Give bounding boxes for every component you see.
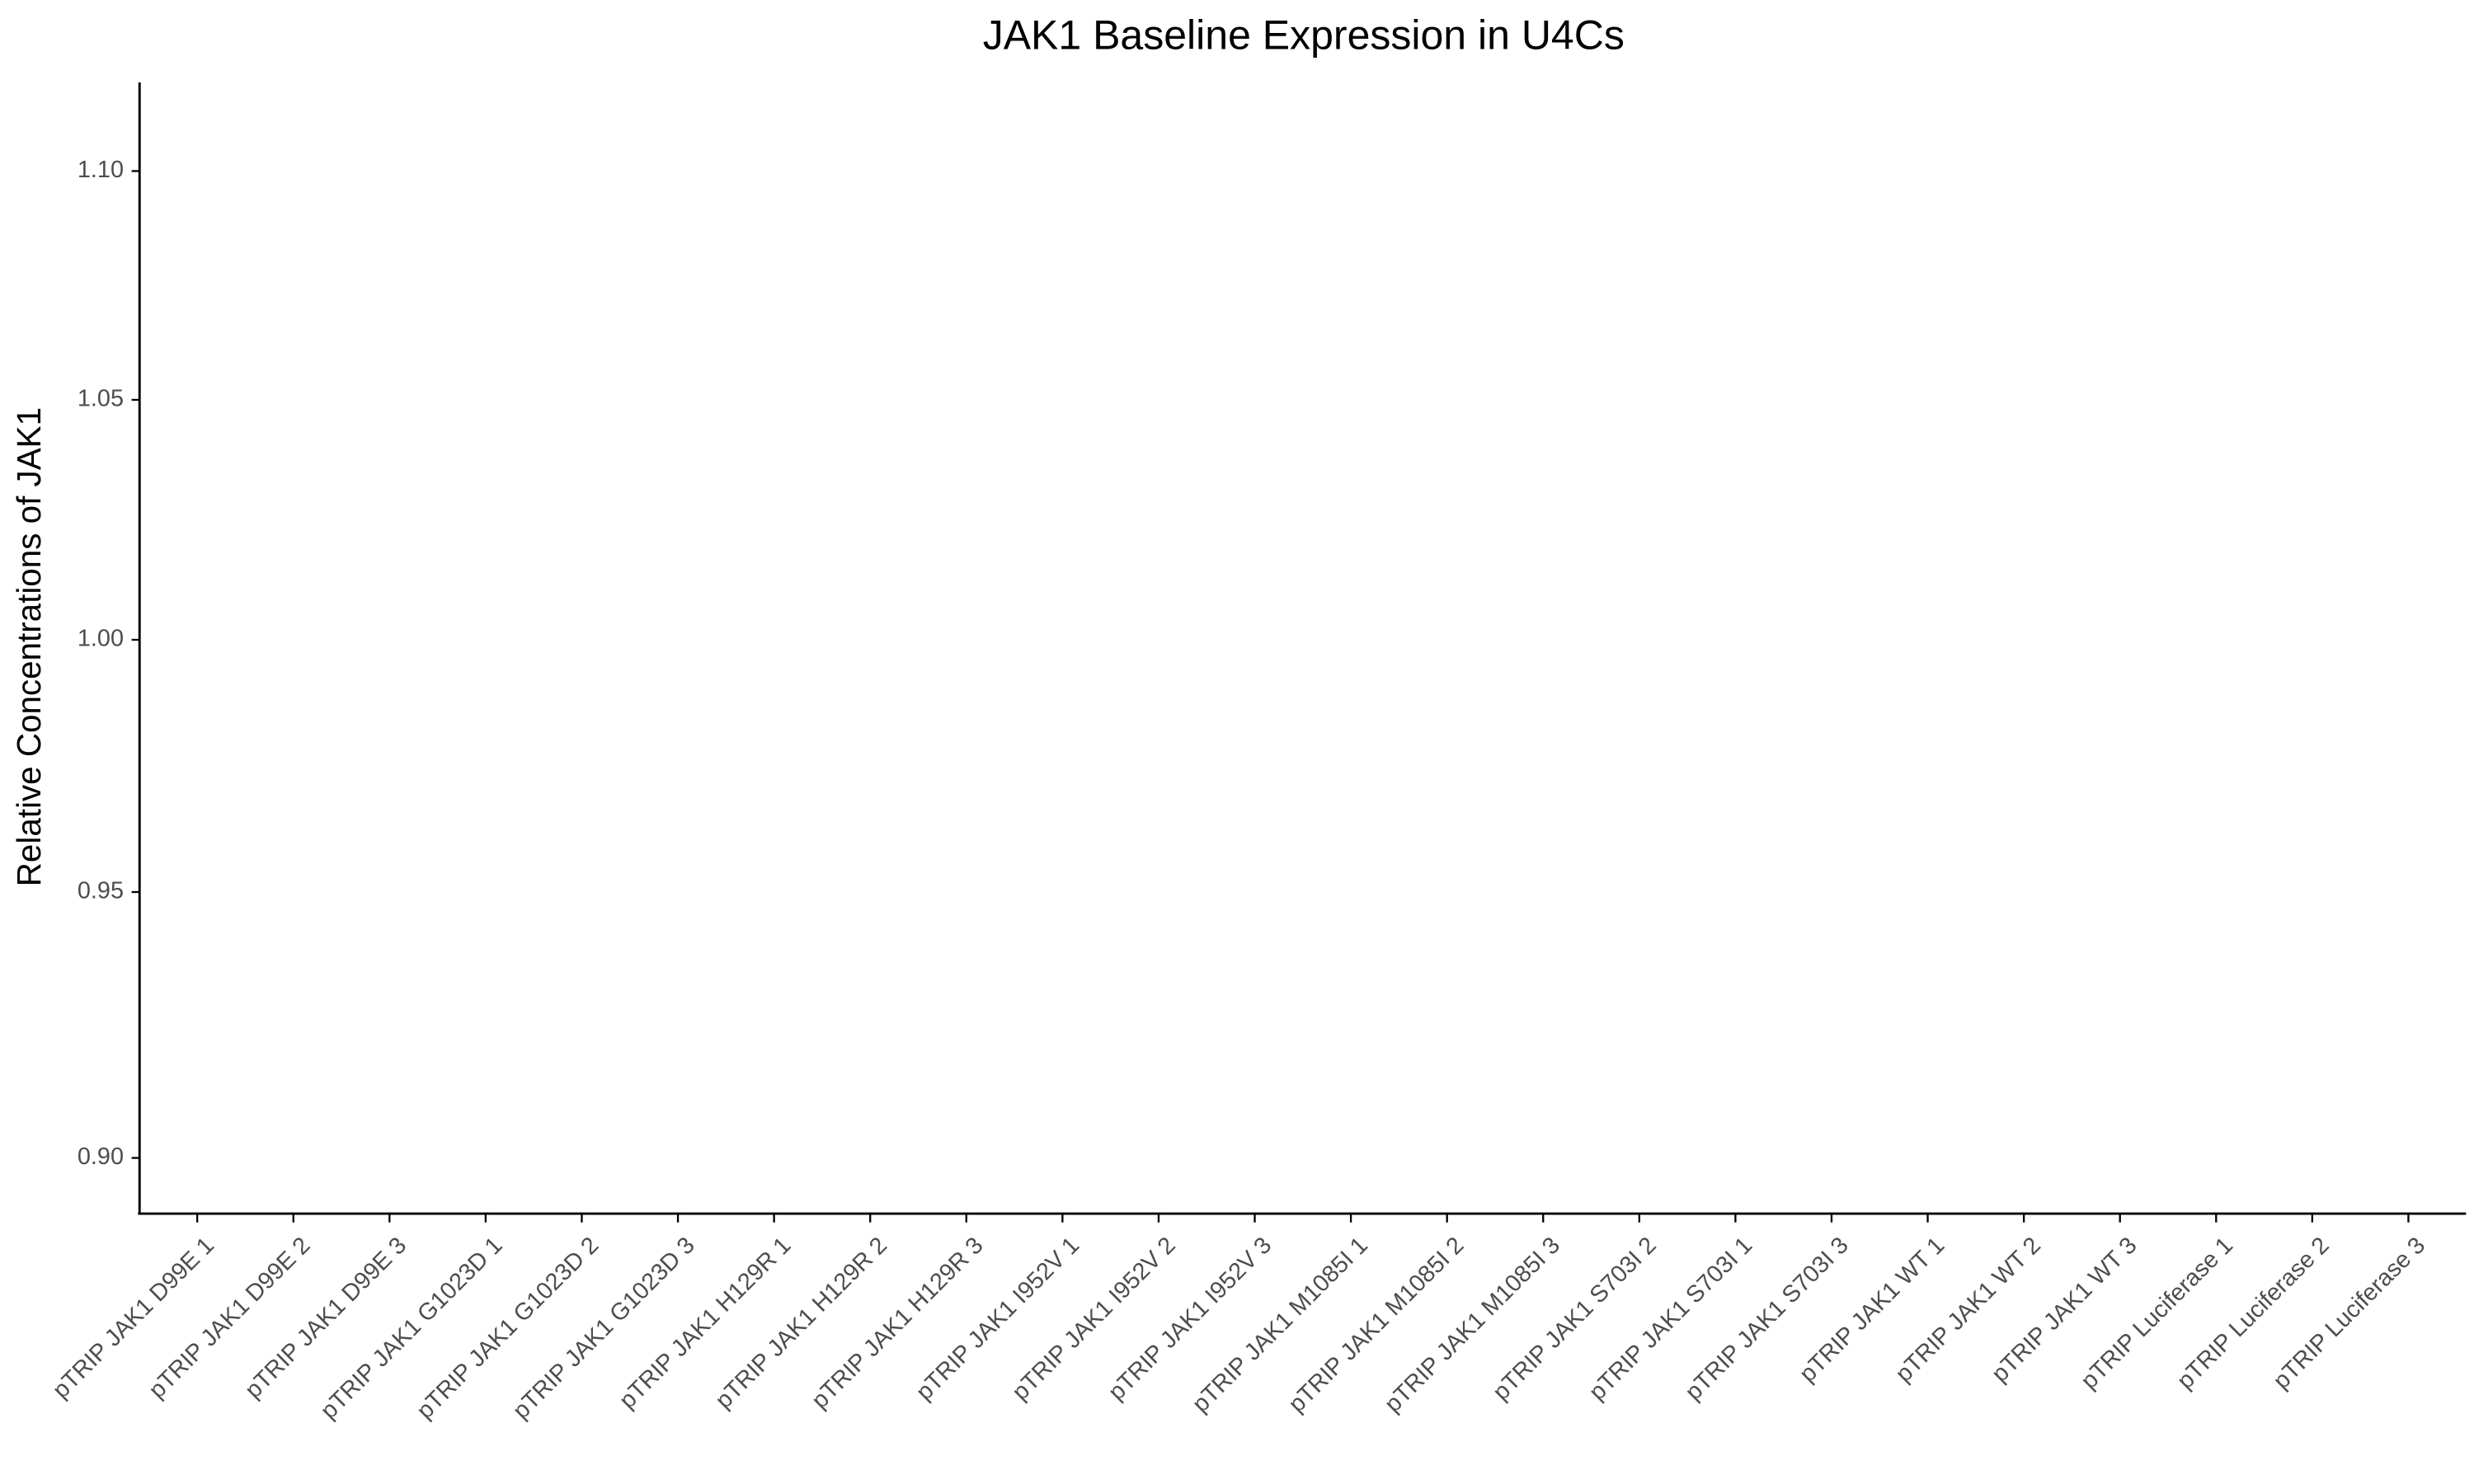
x-tick-label: pTRIP JAK1 S703I 1: [1584, 1233, 1757, 1406]
x-tick-label: pTRIP JAK1 M1085I 3: [1380, 1233, 1565, 1418]
x-tick-label: pTRIP JAK1 D99E 2: [143, 1233, 315, 1404]
x-tick-label: pTRIP JAK1 G1023D 1: [316, 1233, 508, 1425]
x-tick-label: pTRIP JAK1 M1085I 2: [1283, 1233, 1469, 1418]
y-axis-label: Relative Concentrations of JAK1: [10, 407, 48, 886]
x-tick-label: pTRIP JAK1 D99E 1: [48, 1233, 219, 1404]
x-tick-label: pTRIP JAK1 H129R 3: [807, 1233, 989, 1415]
x-tick-label: pTRIP JAK1 H129R 2: [710, 1233, 892, 1415]
x-tick-label: pTRIP JAK1 S703I 2: [1488, 1233, 1661, 1406]
y-tick-label: 0.90: [78, 1144, 124, 1170]
x-tick-label: pTRIP JAK1 G1023D 2: [412, 1233, 604, 1425]
x-tick-label: pTRIP JAK1 S703I 3: [1680, 1233, 1853, 1406]
y-tick-label: 1.10: [78, 157, 124, 183]
x-tick-label: pTRIP JAK1 I952V 3: [1103, 1233, 1277, 1406]
chart-title: JAK1 Baseline Expression in U4Cs: [983, 12, 1625, 58]
y-tick-label: 1.00: [78, 626, 124, 652]
y-tick-label: 0.95: [78, 878, 124, 904]
x-tick-label: pTRIP JAK1 D99E 3: [240, 1233, 412, 1404]
x-tick-label: pTRIP JAK1 H129R 1: [614, 1233, 797, 1415]
x-tick-label: pTRIP JAK1 I952V 2: [1007, 1233, 1180, 1406]
x-tick-label: pTRIP JAK1 G1023D 3: [508, 1233, 700, 1425]
x-tick-label: pTRIP JAK1 I952V 1: [911, 1233, 1084, 1406]
y-tick-label: 1.05: [78, 386, 124, 412]
x-tick-label: pTRIP JAK1 M1085I 1: [1188, 1233, 1373, 1418]
